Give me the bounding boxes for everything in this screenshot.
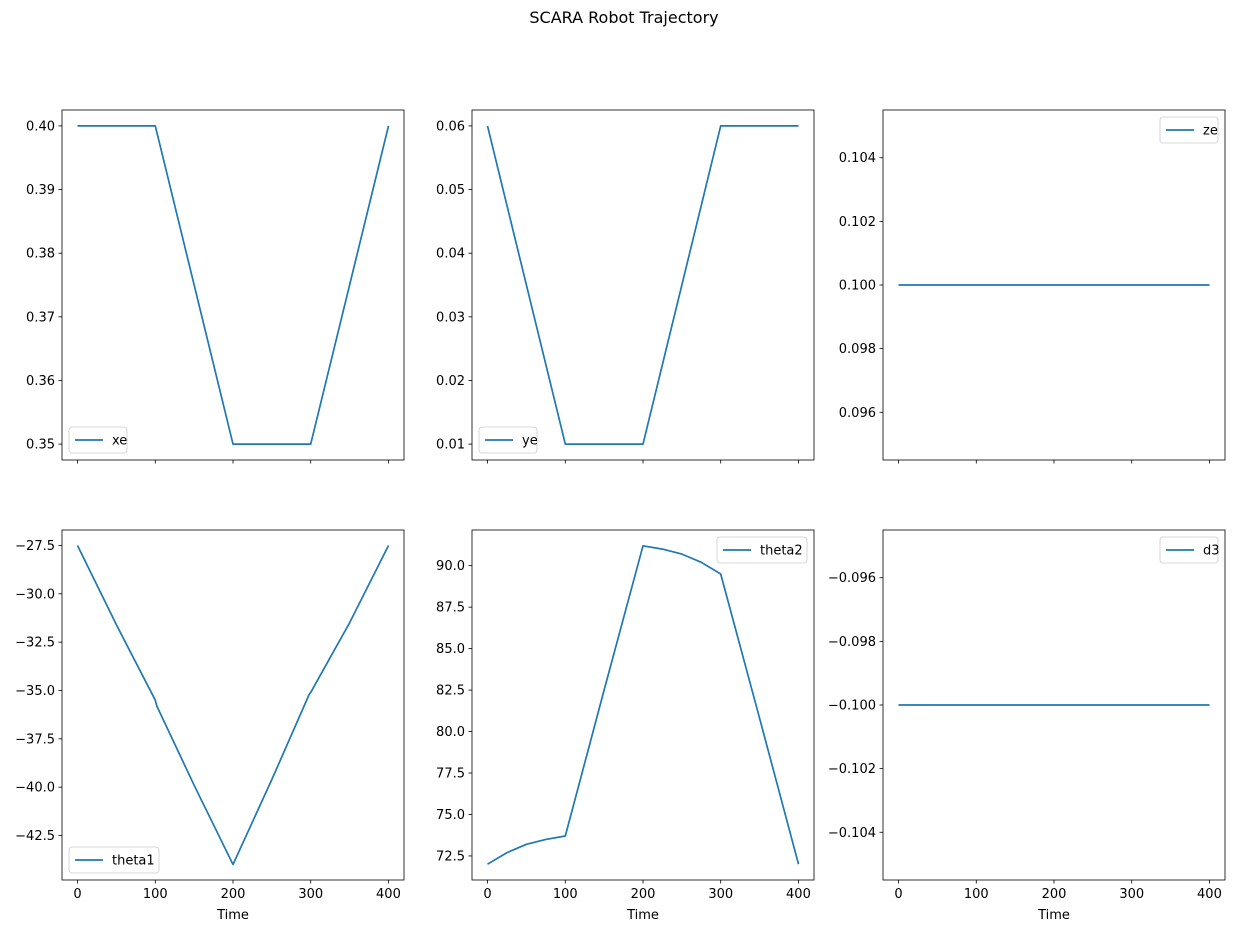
x-tick-label: 100: [143, 887, 168, 902]
y-tick-label: −0.102: [828, 762, 876, 777]
legend: theta2: [716, 536, 808, 564]
y-tick-label: 0.096: [839, 406, 876, 421]
series-line-xe: [77, 125, 390, 445]
y-tick-label: 0.104: [839, 151, 876, 166]
x-tick-label: 300: [708, 887, 733, 902]
legend: theta1: [68, 846, 160, 874]
y-tick-label: 75.0: [436, 808, 465, 823]
legend-label: theta2: [760, 544, 803, 559]
y-tick-label: 77.5: [436, 767, 465, 782]
x-tick-label: 200: [1042, 887, 1067, 902]
x-tick-label: 400: [1197, 887, 1222, 902]
legend-label: d3: [1203, 544, 1220, 559]
x-tick-label: 100: [964, 887, 989, 902]
figure-title: SCARA Robot Trajectory: [529, 8, 718, 27]
y-tick-label: 0.38: [26, 247, 55, 262]
y-tick-label: 82.5: [436, 684, 465, 699]
y-tick-label: 0.03: [436, 310, 465, 325]
y-tick-label: −0.096: [828, 571, 876, 586]
series-line-theta2: [487, 544, 800, 865]
plot-frame: [882, 529, 1226, 881]
x-tick-label: 0: [894, 887, 902, 902]
y-tick-label: 0.04: [436, 247, 465, 262]
y-tick-label: 0.02: [436, 374, 465, 389]
legend-label: ze: [1203, 124, 1218, 139]
y-tick-label: −32.5: [15, 636, 55, 651]
legend-label: xe: [112, 434, 127, 449]
x-tick-label: 0: [483, 887, 491, 902]
x-axis-label: Time: [1037, 908, 1070, 923]
chart-panel-top-left: 0.35 0.36 0.37 0.38 0.39 0.40 xe: [26, 109, 405, 464]
x-axis-label: Time: [626, 908, 659, 923]
chart-panel-bottom-left: −42.5 −40.0 −37.5 −35.0 −32.5 −30.0 −27.5 0 100 2…: [15, 529, 405, 923]
plot-frame: [882, 109, 1226, 461]
y-tick-label: 0.37: [26, 310, 55, 325]
y-tick-label: 72.5: [436, 849, 465, 864]
y-tick-label: 0.35: [26, 438, 55, 453]
plot-frame: [61, 109, 405, 461]
y-tick-label: 0.102: [839, 215, 876, 230]
y-tick-label: 0.39: [26, 183, 55, 198]
y-tick-label: −30.0: [15, 587, 55, 602]
y-tick-label: 0.098: [839, 342, 876, 357]
chart-panel-bottom-right: −0.104 −0.102 −0.100 −0.098 −0.096 0 100 200 300…: [828, 529, 1226, 923]
x-tick-label: 200: [631, 887, 656, 902]
legend-box: [716, 536, 808, 564]
y-tick-label: −42.5: [15, 829, 55, 844]
x-tick-label: 400: [376, 887, 401, 902]
y-tick-label: −40.0: [15, 781, 55, 796]
y-tick-label: 80.0: [436, 725, 465, 740]
y-tick-label: −0.104: [828, 826, 876, 841]
y-tick-label: −27.5: [15, 539, 55, 554]
series-line-ye: [486, 125, 799, 445]
y-tick-label: 90.0: [436, 559, 465, 574]
y-tick-label: −37.5: [15, 732, 55, 747]
y-tick-label: 85.0: [436, 642, 465, 657]
y-tick-label: 0.40: [26, 119, 55, 134]
legend: xe: [68, 426, 128, 454]
y-tick-label: −35.0: [15, 684, 55, 699]
x-tick-label: 200: [221, 887, 246, 902]
y-tick-label: 0.100: [839, 279, 876, 294]
legend-label: theta1: [112, 854, 155, 869]
y-tick-label: 0.05: [436, 183, 465, 198]
legend: ye: [478, 426, 538, 454]
y-tick-label: 87.5: [436, 601, 465, 616]
y-tick-label: 0.06: [436, 119, 465, 134]
plot-frame: [471, 109, 815, 461]
chart-panel-top-right: 0.096 0.098 0.100 0.102 0.104 ze: [839, 109, 1226, 464]
chart-panel-bottom-middle: 72.5 75.0 77.5 80.0 82.5 85.0 87.5 90.0 0 100 200 3…: [436, 529, 815, 923]
chart-panel-top-middle: 0.01 0.02 0.03 0.04 0.05 0.06 ye: [436, 109, 815, 464]
x-tick-label: 0: [73, 887, 81, 902]
legend-box: [68, 846, 160, 874]
series-line-theta1: [76, 545, 390, 866]
y-tick-label: −0.098: [828, 635, 876, 650]
y-tick-label: 0.01: [436, 438, 465, 453]
legend: d3: [1159, 536, 1220, 564]
x-tick-label: 100: [553, 887, 578, 902]
legend-label: ye: [522, 434, 538, 449]
plot-frame: [471, 529, 815, 881]
x-tick-label: 300: [1119, 887, 1144, 902]
y-tick-label: 0.36: [26, 374, 55, 389]
x-tick-label: 300: [298, 887, 323, 902]
y-tick-label: −0.100: [828, 699, 876, 714]
plot-frame: [61, 529, 405, 881]
x-axis-label: Time: [216, 908, 249, 923]
x-tick-label: 400: [786, 887, 811, 902]
legend: ze: [1159, 116, 1219, 144]
